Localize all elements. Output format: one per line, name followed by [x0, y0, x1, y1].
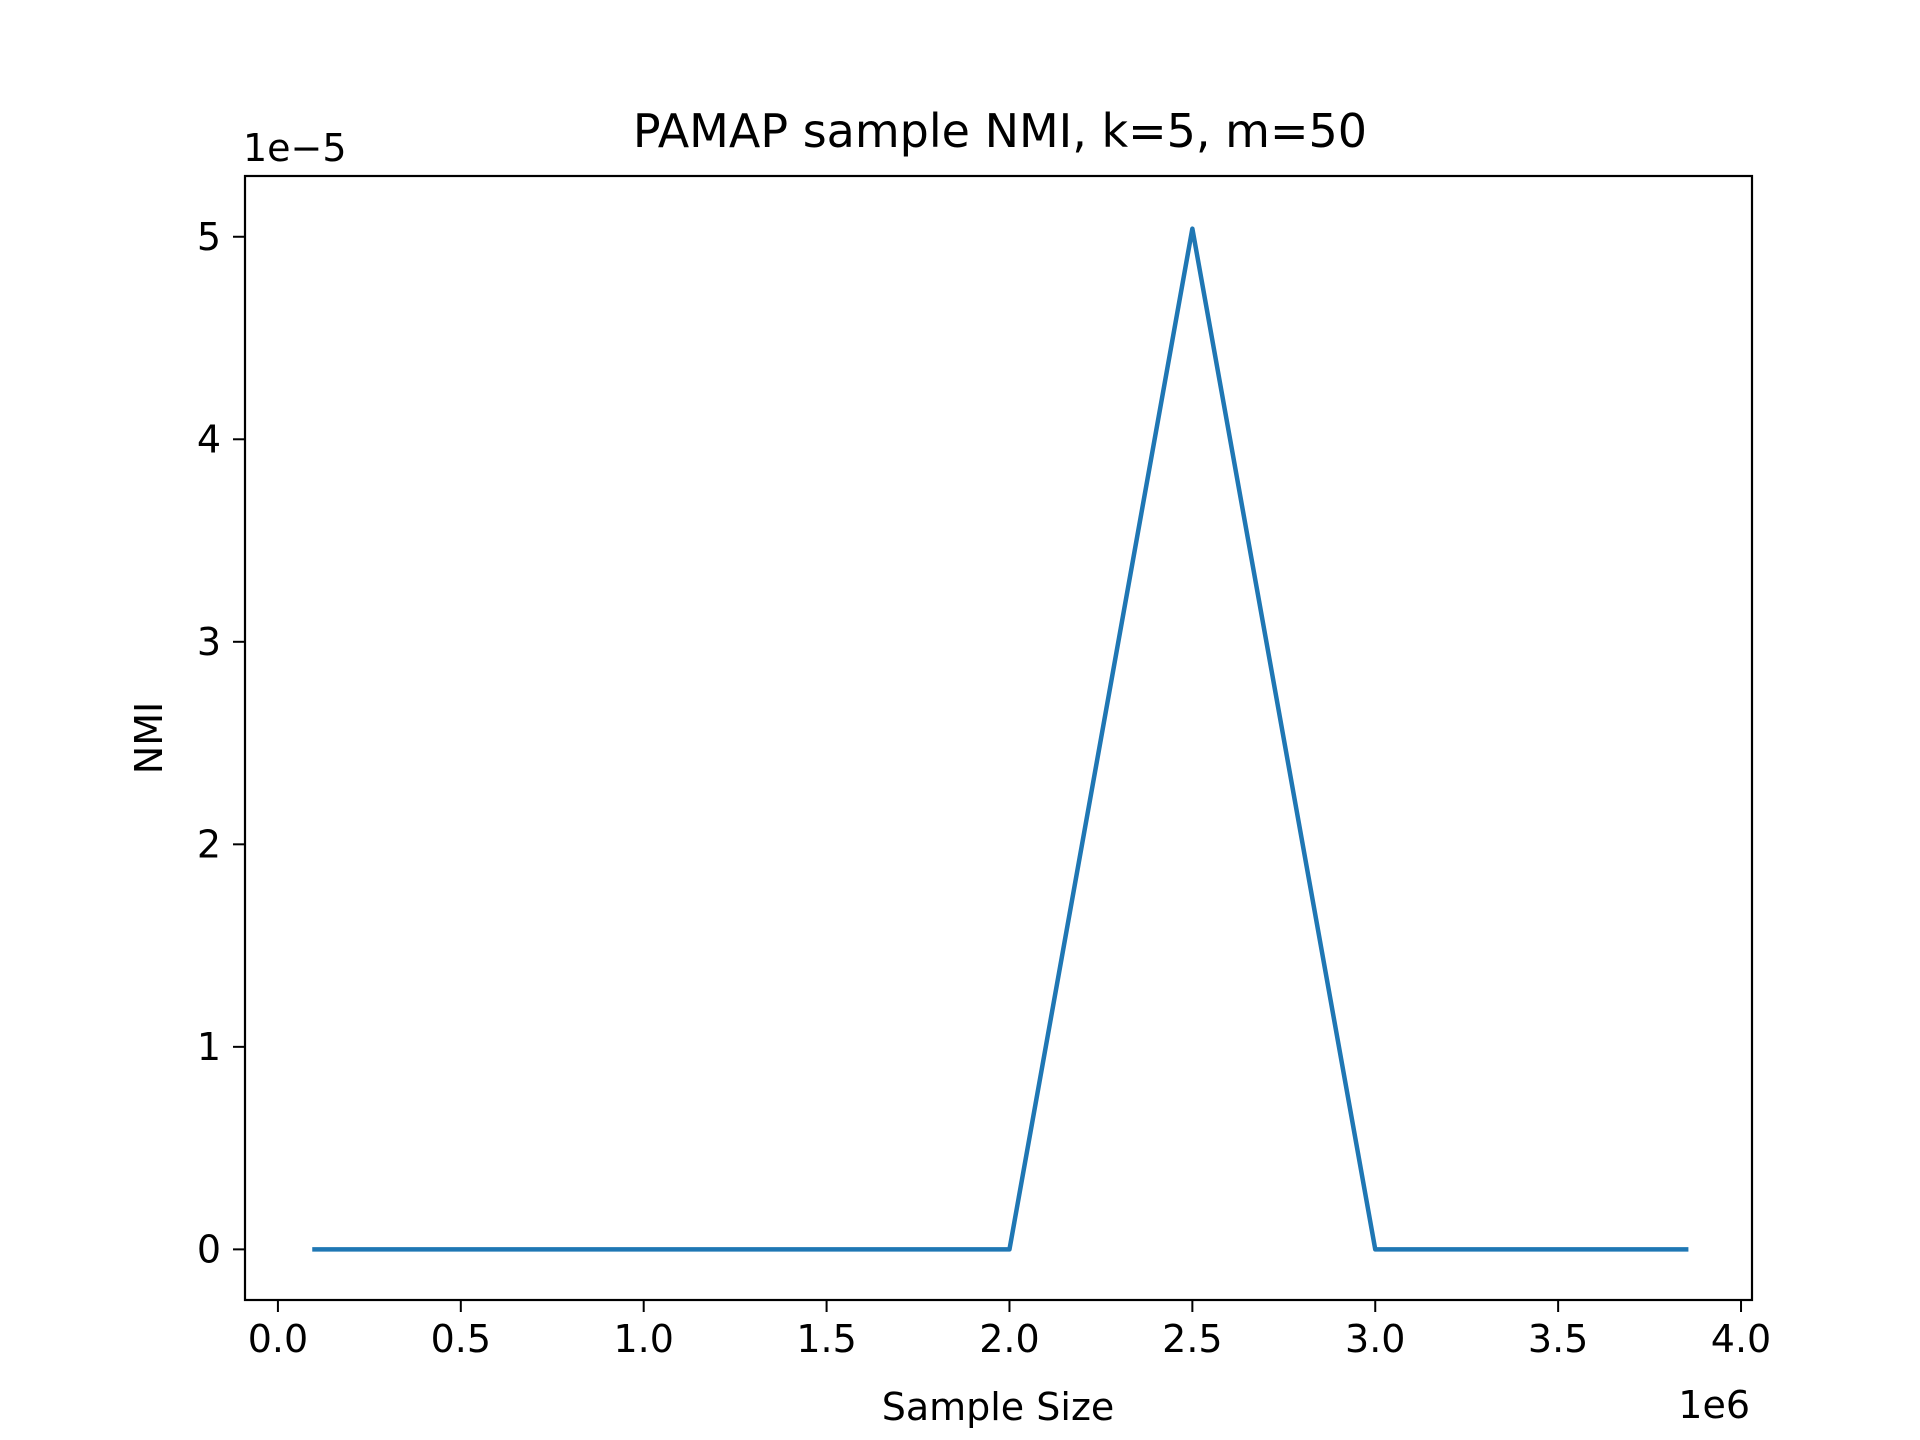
- x-tick-label: 0.5: [431, 1317, 491, 1361]
- x-axis-ticks: 0.0 0.5 1.0 1.5 2.0 2.5 3.0 3.5 4.0: [248, 1300, 1771, 1361]
- chart-title: PAMAP sample NMI, k=5, m=50: [633, 104, 1367, 158]
- y-tick-label: 3: [197, 620, 221, 664]
- y-offset-label: 1e−5: [243, 126, 347, 170]
- x-tick-label: 4.0: [1711, 1317, 1771, 1361]
- y-axis-ticks: 0 1 2 3 4 5: [197, 215, 245, 1271]
- y-tick-label: 2: [197, 822, 221, 866]
- y-tick-label: 4: [197, 417, 221, 461]
- y-tick-label: 5: [197, 215, 221, 259]
- plot-frame: [243, 174, 1754, 1302]
- x-tick-label: 2.5: [1162, 1317, 1222, 1361]
- x-tick-label: 3.0: [1345, 1317, 1405, 1361]
- x-tick-label: 1.0: [613, 1317, 673, 1361]
- y-axis-label: NMI: [127, 702, 171, 774]
- x-tick-label: 3.5: [1528, 1317, 1588, 1361]
- x-tick-label: 1.5: [796, 1317, 856, 1361]
- x-offset-label: 1e6: [1678, 1383, 1750, 1427]
- plot-area: [312, 226, 1689, 1252]
- x-axis-label: Sample Size: [882, 1385, 1115, 1429]
- y-tick-label: 1: [197, 1025, 221, 1069]
- x-tick-label: 2.0: [979, 1317, 1039, 1361]
- series-line-0: [312, 226, 1689, 1252]
- x-tick-label: 0.0: [248, 1317, 308, 1361]
- y-tick-label: 0: [197, 1227, 221, 1271]
